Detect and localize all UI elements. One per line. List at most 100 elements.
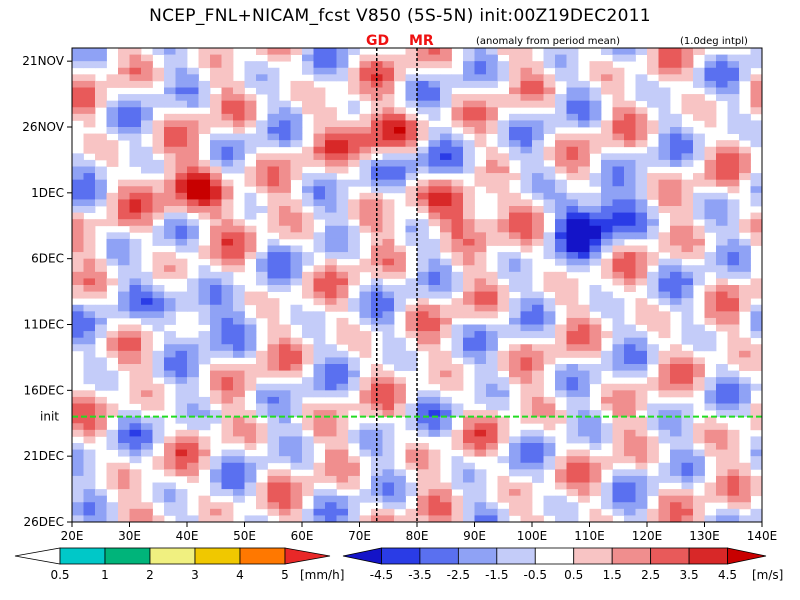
heatmap-cell (486, 416, 498, 424)
heatmap-cell (612, 396, 625, 404)
heatmap-cell (417, 390, 429, 398)
heatmap-cell (624, 265, 636, 273)
heatmap-cell (256, 502, 268, 510)
heatmap-cell (175, 370, 188, 378)
heatmap-cell (256, 383, 268, 391)
heatmap-cell (670, 449, 682, 457)
heatmap-cell (106, 212, 119, 220)
heatmap-cell (221, 364, 234, 371)
heatmap-cell (336, 67, 349, 75)
heatmap-cell (578, 133, 590, 141)
heatmap-cell (313, 186, 326, 194)
heatmap-cell (739, 146, 751, 154)
heatmap-cell (428, 127, 441, 134)
heatmap-cell (440, 429, 452, 437)
heatmap-cell (313, 423, 326, 431)
heatmap-cell (612, 304, 625, 312)
heatmap-cell (497, 179, 510, 187)
heatmap-cell (440, 166, 452, 174)
heatmap-cell (359, 179, 372, 187)
heatmap-cell (95, 495, 107, 503)
heatmap-cell (681, 48, 694, 55)
heatmap-cell (486, 67, 498, 75)
heatmap-cell (555, 482, 567, 490)
heatmap-cell (405, 113, 418, 121)
heatmap-cell (141, 383, 153, 391)
heatmap-cell (716, 443, 728, 450)
heatmap-cell (279, 364, 291, 371)
heatmap-cell (693, 423, 705, 431)
heatmap-cell (601, 298, 613, 306)
heatmap-cell (325, 291, 337, 299)
heatmap-cell (624, 515, 636, 523)
y-tick-label: 26DEC (24, 515, 64, 529)
heatmap-cell (152, 304, 165, 312)
heatmap-cell (578, 396, 590, 404)
heatmap-cell (578, 146, 590, 154)
heatmap-cell (727, 219, 740, 227)
heatmap-cell (428, 265, 441, 273)
heatmap-cell (290, 225, 303, 233)
heatmap-cell (750, 186, 763, 194)
heatmap-cell (670, 113, 682, 121)
heatmap-cell (405, 94, 418, 102)
heatmap-cell (624, 482, 636, 490)
heatmap-cell (532, 364, 544, 371)
heatmap-cell (566, 502, 579, 510)
heatmap-cell (474, 390, 487, 398)
heatmap-cell (520, 146, 533, 154)
heatmap-cell (233, 291, 245, 299)
heatmap-cell (394, 344, 406, 352)
heatmap-cell (382, 212, 395, 220)
heatmap-cell (210, 502, 222, 510)
heatmap-cell (152, 436, 165, 444)
heatmap-cell (739, 377, 751, 385)
heatmap-cell (589, 133, 602, 141)
heatmap-cell (647, 350, 659, 358)
heatmap-cell (267, 67, 280, 75)
heatmap-cell (555, 337, 567, 345)
heatmap-cell (336, 364, 349, 371)
heatmap-cell (451, 192, 464, 200)
heatmap-cell (474, 502, 487, 510)
heatmap-cell (325, 443, 337, 450)
heatmap-cell (348, 153, 360, 161)
heatmap-cell (727, 383, 740, 391)
heatmap-cell (532, 377, 544, 385)
heatmap-cell (750, 317, 763, 325)
heatmap-cell (371, 469, 383, 477)
heatmap-cell (141, 337, 153, 345)
heatmap-cell (336, 238, 349, 246)
heatmap-cell (716, 153, 728, 161)
heatmap-cell (566, 436, 579, 444)
heatmap-cell (704, 396, 717, 404)
heatmap-cell (279, 403, 291, 411)
heatmap-cell (555, 370, 567, 378)
heatmap-cell (72, 462, 84, 470)
heatmap-cell (233, 410, 245, 418)
heatmap-cell (509, 238, 521, 246)
heatmap-cell (72, 153, 84, 161)
heatmap-cell (704, 87, 717, 95)
heatmap-cell (290, 87, 303, 95)
heatmap-cell (164, 495, 176, 503)
heatmap-cell (256, 173, 268, 181)
heatmap-cell (83, 140, 96, 148)
heatmap-cell (532, 298, 544, 306)
heatmap-cell (187, 337, 199, 345)
heatmap-cell (486, 298, 498, 306)
heatmap-cell (635, 495, 648, 503)
heatmap-cell (325, 232, 337, 240)
heatmap-cell (486, 502, 498, 510)
heatmap-cell (118, 350, 130, 358)
heatmap-cell (83, 508, 96, 516)
heatmap-cell (704, 219, 717, 227)
heatmap-cell (198, 199, 211, 207)
heatmap-cell (693, 271, 705, 279)
heatmap-cell (520, 390, 533, 398)
heatmap-cell (658, 475, 671, 483)
heatmap-cell (658, 94, 671, 102)
heatmap-cell (463, 219, 475, 227)
heatmap-cell (256, 489, 268, 497)
heatmap-cell (164, 271, 176, 279)
